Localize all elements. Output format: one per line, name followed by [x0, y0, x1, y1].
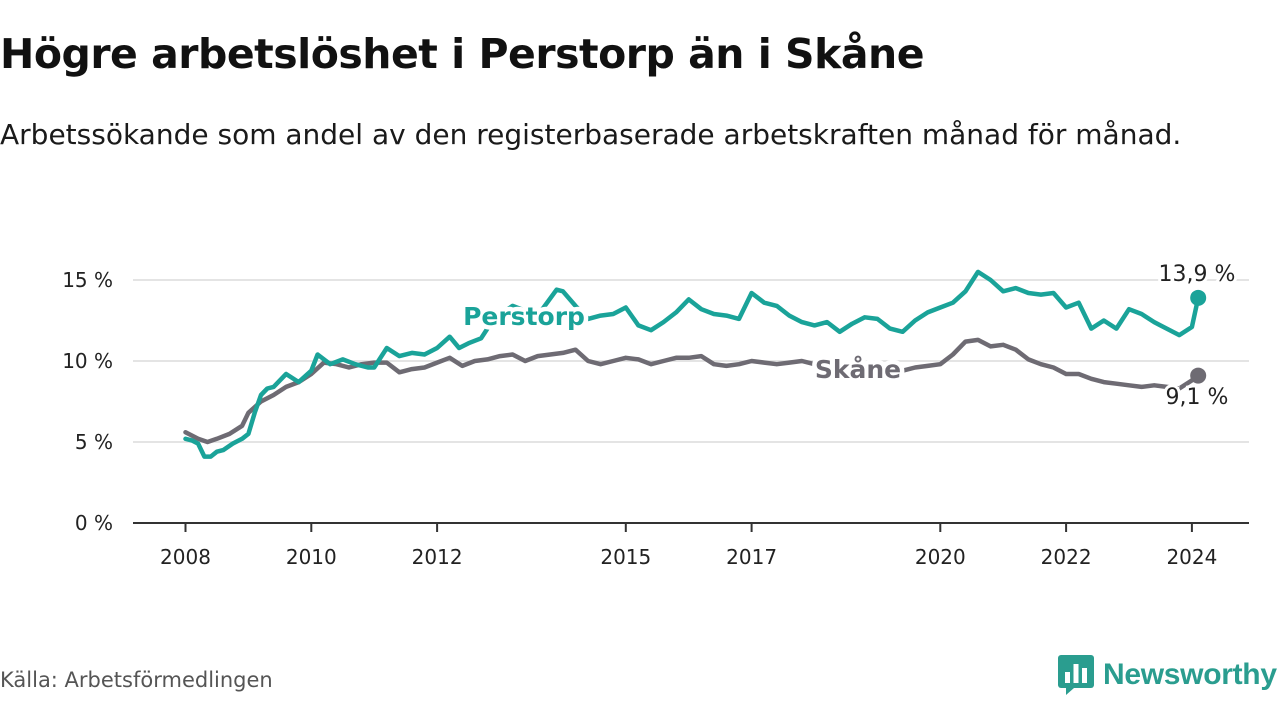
y-tick-label: 15 %: [62, 268, 113, 292]
source-note: Källa: Arbetsförmedlingen: [0, 668, 273, 692]
brand-name: Newsworthy: [1103, 658, 1277, 691]
bar-chart-icon: [1058, 655, 1094, 695]
series-line-perstorp: [183, 269, 1201, 459]
series-line-skane: [183, 337, 1201, 445]
y-tick-label: 5 %: [75, 430, 113, 454]
series-label-skane: Skåne: [815, 355, 901, 384]
gridlines: [133, 279, 1249, 443]
chart-subtitle: Arbetssökande som andel av den registerb…: [0, 118, 1182, 151]
newsworthy-logo: Newsworthy: [1058, 654, 1277, 696]
line-chart: 0 %5 %10 %15 % 2008 2010 2012 2015 2017 2020 2…: [62, 259, 1249, 569]
series-labels: Perstorp Skåne 13,9 % 9,1 %: [459, 259, 1239, 413]
x-tick-label: 2008: [160, 545, 211, 569]
end-point-skane: [1190, 367, 1207, 384]
chart-title: Högre arbetslöshet i Perstorp än i Skåne: [0, 30, 925, 78]
x-tick-label: 2024: [1166, 545, 1217, 569]
x-axis-labels: 2008 2010 2012 2015 2017 2020 2022 2024: [160, 523, 1217, 569]
y-axis-labels: 0 % 5 % 10 % 15 %: [62, 268, 113, 535]
end-value-label-perstorp: 13,9 %: [1159, 262, 1236, 287]
x-tick-label: 2010: [286, 545, 337, 569]
end-value-label-skane: 9,1 %: [1166, 385, 1229, 410]
series-label-perstorp: Perstorp: [463, 302, 585, 331]
x-tick-label: 2020: [915, 545, 966, 569]
x-tick-label: 2022: [1041, 545, 1092, 569]
x-tick-label: 2017: [726, 545, 777, 569]
y-tick-label: 10 %: [62, 349, 113, 373]
series-lines: [183, 269, 1207, 459]
end-point-perstorp: [1190, 289, 1207, 306]
x-tick-label: 2015: [600, 545, 651, 569]
y-tick-label: 0 %: [75, 511, 113, 535]
x-tick-label: 2012: [412, 545, 463, 569]
